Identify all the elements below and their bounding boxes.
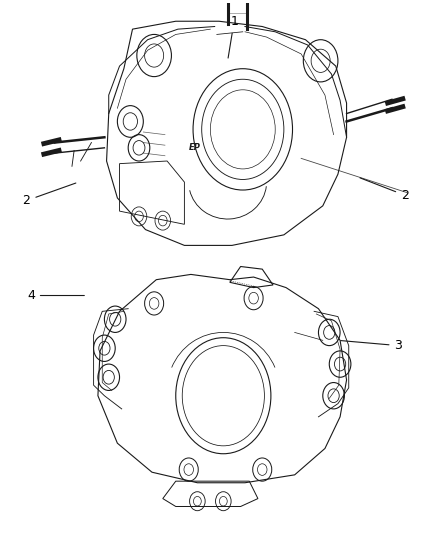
Text: EP: EP	[189, 143, 201, 152]
Text: 2: 2	[360, 178, 409, 202]
Text: 4: 4	[27, 289, 85, 302]
Text: 1: 1	[228, 15, 238, 58]
Text: 2: 2	[23, 183, 76, 207]
Text: 3: 3	[341, 339, 403, 352]
